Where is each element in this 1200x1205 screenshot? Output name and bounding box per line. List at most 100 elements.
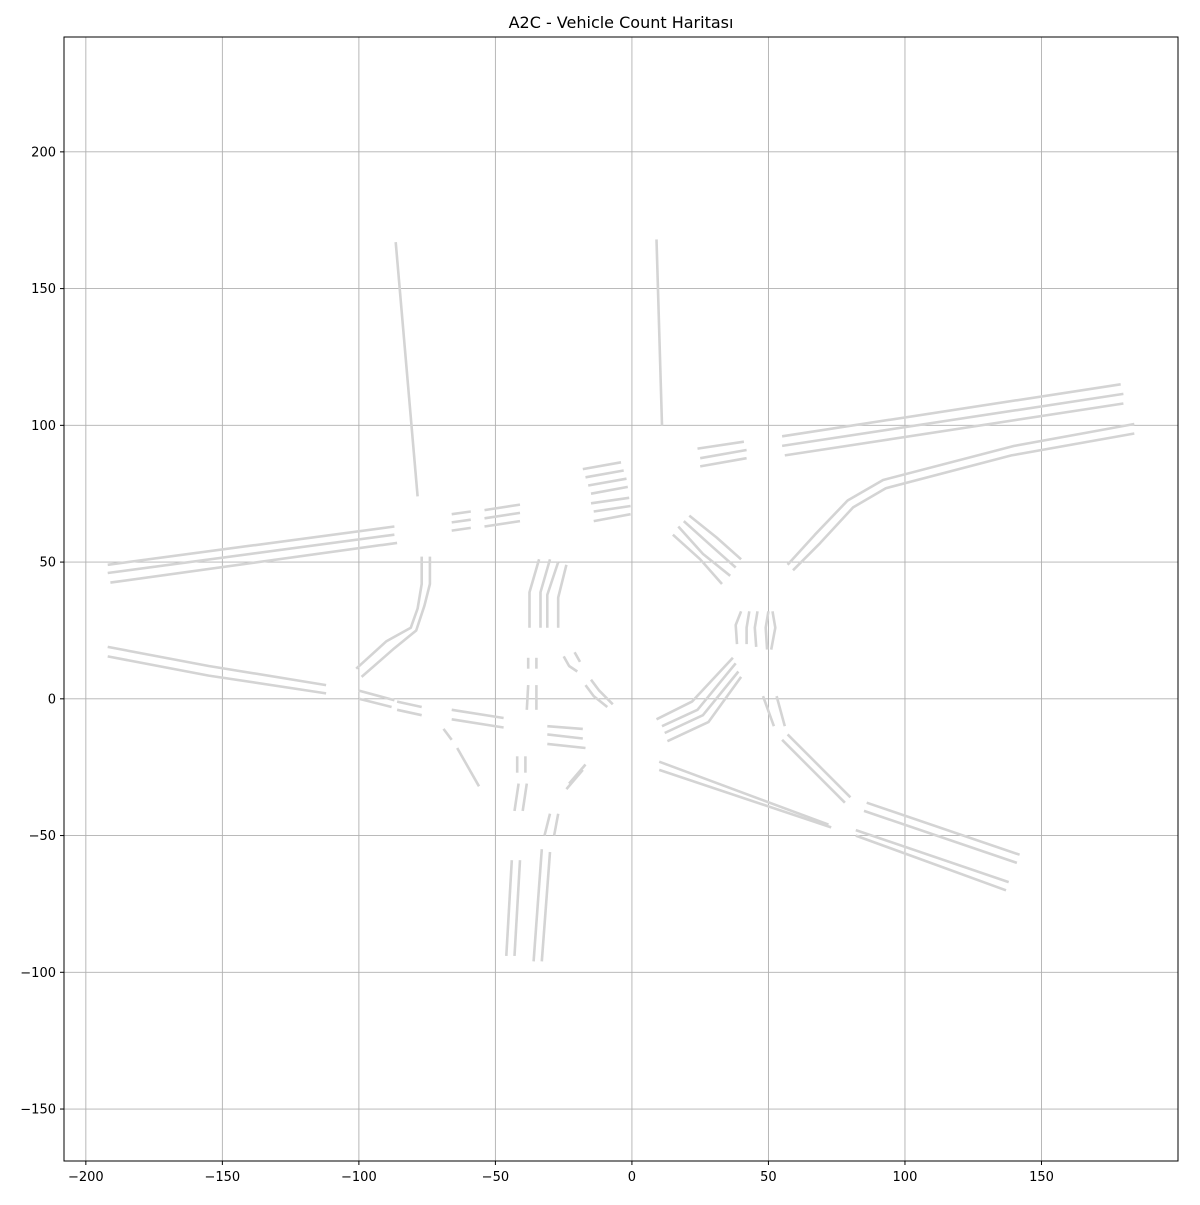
lane-line [358,697,392,709]
lane-line [394,241,419,497]
lane-line [545,561,560,628]
lane-line [593,504,631,513]
lane-line [358,689,395,702]
lane-line [585,469,624,479]
lane-line [451,526,471,532]
lane-line [521,783,529,812]
lane-line [769,611,777,650]
lane-line [658,768,832,829]
lane-line [484,519,521,528]
lane-line [781,738,846,804]
lane-line [107,533,395,575]
lane-line [355,556,424,670]
lane-line [484,511,521,520]
lane-line [451,718,504,729]
x-tick-label: −200 [68,1170,104,1185]
x-tick-label: −50 [482,1170,509,1185]
x-tick-label: 50 [760,1170,777,1185]
lane-line [590,485,629,495]
lane-line [587,477,627,487]
lane-line [532,849,544,962]
y-tick-label: 0 [48,692,56,707]
road-lanes [107,239,1135,962]
lane-line [761,695,776,727]
lane-line [655,239,664,426]
lane-line [781,392,1124,448]
lane-line [863,809,1018,865]
lane-line [556,564,568,628]
lane-line [513,860,522,956]
lane-line [784,402,1124,457]
y-tick-label: 150 [31,282,56,297]
y-tick-label: −150 [20,1103,56,1118]
lane-line [110,541,398,584]
lane-line [786,733,852,799]
lane-line [539,558,552,628]
lane-line [547,724,583,731]
grid-lines [64,37,1178,1161]
x-axis-ticks: −200 −150 −100 −50 0 50 100 150 [68,1161,1054,1185]
lane-line [677,525,732,577]
lane-line [792,432,1135,572]
lane-line [525,685,530,710]
lane-line [734,610,743,645]
x-tick-label: −100 [341,1170,377,1185]
lane-line [672,533,723,585]
lane-line [107,525,395,567]
y-tick-label: −100 [20,966,56,981]
x-tick-label: 150 [1029,1170,1054,1185]
lane-line [565,769,584,790]
lane-line [528,558,541,628]
lane-line [107,645,327,687]
lane-line [664,670,740,735]
lane-line [451,518,471,524]
lane-line [543,813,552,836]
lane-line [699,456,747,468]
lane-line [442,728,453,741]
lane-line [562,655,579,673]
lane-line [360,556,432,678]
lane-line [589,678,614,706]
lane-line [451,510,471,516]
x-tick-label: −150 [205,1170,241,1185]
lane-line [568,763,587,785]
lane-line [451,708,504,720]
lane-line [655,656,734,721]
lane-line [753,611,759,647]
lane-line [456,747,481,787]
lane-line [697,440,745,450]
lane-line [775,695,787,727]
y-tick-label: −50 [29,829,56,844]
lane-line [107,655,327,695]
x-tick-label: 100 [893,1170,918,1185]
lane-line [547,742,586,750]
lane-line [855,834,1007,892]
y-tick-label: 50 [39,556,56,571]
plot-frame [63,36,1179,1162]
lane-line [396,700,422,709]
lane-line [699,448,747,460]
lane-line [573,651,582,663]
x-tick-label: 0 [628,1170,636,1185]
y-axis-ticks: −150 −100 −50 0 50 100 150 200 [20,145,64,1118]
lane-line [484,503,521,512]
lane-line [584,684,609,709]
chart-title: A2C - Vehicle Count Haritası [509,13,734,32]
lane-line [764,611,770,650]
lane-line [786,422,1135,566]
lane-line [745,611,751,645]
lane-line [396,708,422,717]
lane-line [688,514,742,561]
lane-line [505,860,514,956]
lane-line [547,733,583,740]
lane-line [666,676,743,743]
lane-line [513,783,520,812]
lane-line [855,828,1010,884]
lane-line [781,383,1121,438]
y-tick-label: 200 [31,145,56,160]
lane-line [552,813,560,836]
lane-line [590,496,630,505]
lane-line [593,512,631,523]
